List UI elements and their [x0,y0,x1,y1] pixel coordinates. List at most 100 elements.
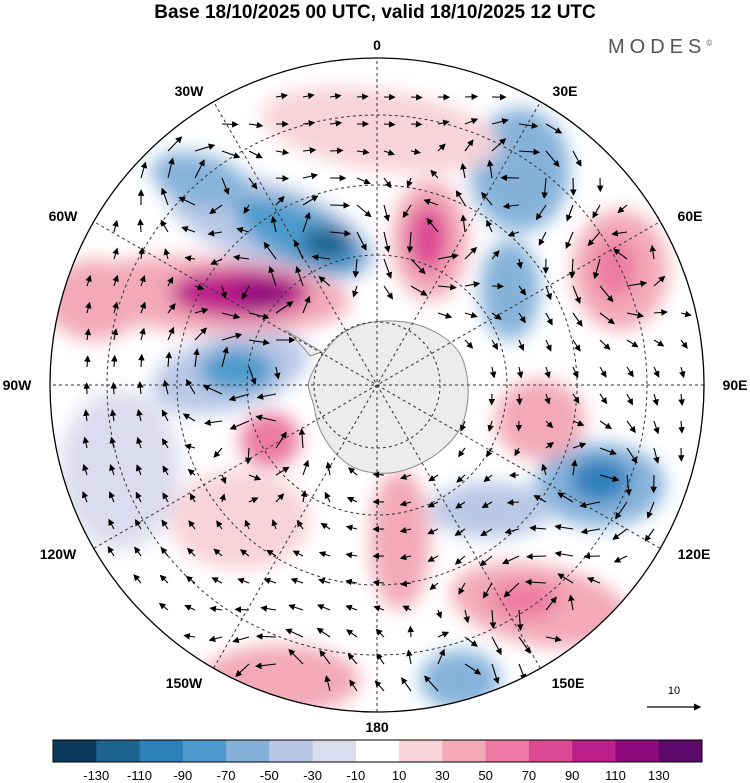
anomaly-positive-8 [240,412,300,468]
label-150w: 150W [166,675,203,691]
anomaly-field [50,87,668,712]
wind-vector-197 [256,393,277,400]
colorbar-label-3: -70 [217,768,236,783]
wind-vector-355 [463,609,470,624]
colorbar-label-8: 30 [435,768,449,783]
wind-vector-169 [572,339,581,352]
wind-vector-2 [329,93,342,100]
colorbar-label-7: 10 [392,768,406,783]
wind-vector-145 [275,301,294,314]
wind-vector-178 [193,348,200,368]
wind-vector-46 [356,177,371,185]
wind-vector-64 [356,204,372,218]
colorbar-swatch-4 [226,740,270,762]
wind-vector-37 [572,150,582,167]
wind-vector-90 [507,230,520,237]
colorbar-swatch-7 [355,740,400,762]
wind-vector-356 [489,609,497,629]
wind-vector-35 [518,148,541,156]
anomaly-positive-10 [370,470,430,610]
wind-vector-62 [302,195,319,206]
wind-vector-284 [646,501,655,519]
anomaly-negative-9 [430,482,550,538]
wind-vector-371 [491,636,502,656]
wind-vector-173 [680,339,688,349]
wind-vector-252 [372,471,385,478]
wind-vector-88 [460,214,467,233]
wind-vector-237 [599,447,617,456]
wind-vector-187 [626,366,634,378]
wind-vector-185 [572,366,579,379]
label-0: 0 [373,37,381,53]
wind-vector-152 [572,312,583,327]
wind-vector-139 [112,301,119,314]
wind-vector-366 [346,629,358,638]
wind-vector-184 [544,366,551,379]
wind-vector-71 [535,204,547,221]
wind-vector-294 [345,524,358,532]
wind-vector-39 [167,157,175,179]
wind-vector-17 [437,119,450,127]
wind-vector-207 [109,409,117,422]
colorbar-swatch-5 [269,740,313,762]
wind-vector-151 [545,312,553,326]
label-90e: 90E [723,377,748,393]
wind-vector-141 [167,303,176,314]
label-120w: 120W [40,546,77,562]
wind-vector-306 [107,546,115,557]
wind-vector-322 [526,553,547,560]
wind-vector-148 [464,311,478,319]
anomaly-positive-core-2 [234,281,290,307]
wind-vector-29 [356,148,370,156]
wind-vector-94 [611,230,628,237]
wind-vector-163 [248,338,270,346]
wind-vector-290 [244,519,251,530]
wind-vector-308 [160,547,169,557]
wind-vector-388 [401,677,412,692]
wind-vector-72 [566,204,574,222]
wind-vector-352 [373,605,385,612]
wind-vector-188 [653,366,660,378]
wind-vector-68 [455,190,466,206]
wind-vector-99 [210,258,223,265]
wind-vector-350 [316,604,331,611]
wind-vector-48 [406,177,413,188]
wind-vector-30 [383,149,395,156]
wind-vector-222 [678,420,685,434]
wind-vector-115 [649,244,657,260]
wind-vector-242 [109,463,116,476]
wind-vector-314 [318,551,331,558]
wind-vector-18 [464,118,479,125]
wind-vector-36 [545,150,560,168]
wind-vector-353 [402,605,412,612]
wind-vector-79 [207,229,223,237]
wind-vector-7 [464,93,479,101]
colorbar-swatch-11 [528,740,573,762]
wind-vector-283 [615,501,628,520]
wind-vector-117 [112,274,119,287]
wind-vector-298 [454,528,466,536]
wind-vector-22 [167,136,183,152]
wind-vector-23 [194,143,216,152]
wind-vector-381 [437,648,445,665]
wind-vector-82 [302,211,311,233]
wind-vector-231 [298,428,306,449]
wind-vector-107 [437,253,459,260]
wind-vector-202 [599,393,608,405]
wind-vector-87 [426,217,439,233]
copyright-mark: © [706,38,713,48]
wind-vector-150 [518,312,526,324]
wind-vector-34 [491,138,507,152]
wind-vector-349 [288,604,304,611]
wind-vector-291 [271,519,278,530]
wind-vector-339 [483,582,493,599]
wind-vector-20 [518,122,539,129]
wind-vector-121 [220,285,228,299]
wind-vector-26 [275,148,290,156]
wind-vector-57 [160,187,169,206]
wind-vector-271 [300,490,308,503]
wind-vector-328 [185,575,196,584]
wind-vector-67 [423,198,439,206]
wind-vector-189 [679,366,686,379]
wind-vector-70 [502,202,520,210]
